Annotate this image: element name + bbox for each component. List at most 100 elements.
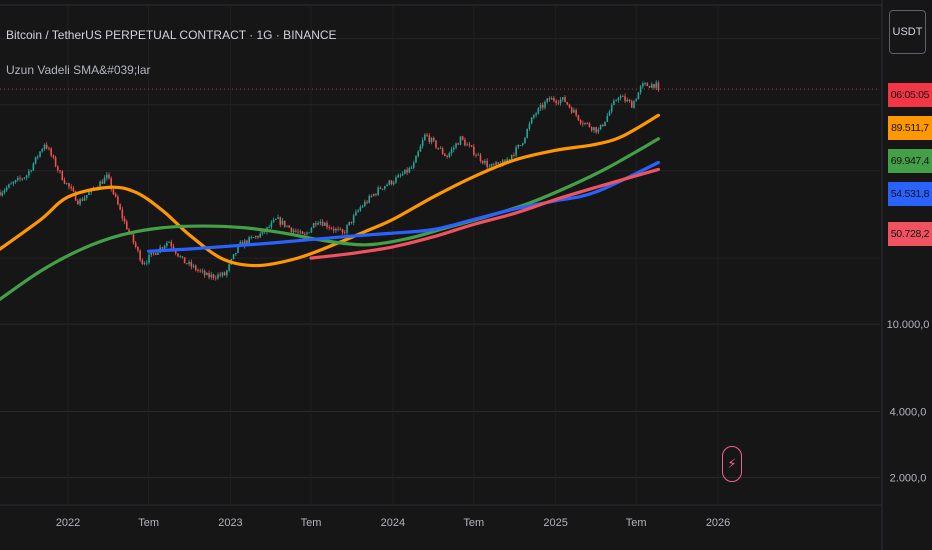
candle-body bbox=[477, 154, 480, 156]
candle-body bbox=[166, 242, 168, 246]
candle-body bbox=[30, 170, 32, 172]
candle-body bbox=[455, 143, 457, 148]
candle-body bbox=[343, 232, 346, 234]
y-tick-label: 2.000,0 bbox=[890, 473, 927, 485]
price-tag-1: 06:05:05 bbox=[888, 83, 932, 107]
candle-body bbox=[595, 127, 597, 133]
candle-body bbox=[630, 101, 633, 108]
currency-button[interactable]: USDT bbox=[889, 10, 926, 54]
candle-body bbox=[152, 252, 155, 254]
candle-body bbox=[259, 233, 262, 238]
candle-body bbox=[34, 156, 37, 164]
candle-body bbox=[181, 256, 184, 258]
candle-body bbox=[392, 182, 395, 185]
candle-body bbox=[246, 240, 248, 244]
candle-body bbox=[212, 274, 215, 278]
candle-body bbox=[564, 97, 566, 103]
candle-body bbox=[25, 175, 28, 178]
candle-body bbox=[141, 260, 144, 265]
candle-body bbox=[366, 201, 368, 203]
candle-body bbox=[357, 210, 359, 212]
candle-body bbox=[283, 220, 286, 227]
candle-body bbox=[70, 186, 72, 189]
candle-body bbox=[332, 228, 335, 231]
candle-body bbox=[386, 184, 388, 187]
candle-body bbox=[108, 174, 110, 179]
candle-body bbox=[553, 98, 555, 101]
candle-body bbox=[604, 121, 606, 126]
candle-body bbox=[513, 155, 515, 156]
candle-body bbox=[323, 222, 326, 226]
candle-body bbox=[352, 215, 355, 223]
candle-body bbox=[248, 237, 250, 244]
candle-body bbox=[381, 188, 384, 190]
candle-body bbox=[19, 177, 21, 179]
candle-body bbox=[399, 175, 402, 177]
candle-body bbox=[137, 247, 139, 251]
candle-body bbox=[452, 147, 455, 150]
candle-body bbox=[326, 222, 328, 228]
candle-body bbox=[424, 134, 426, 141]
candle-body bbox=[203, 270, 206, 276]
candle-body bbox=[261, 230, 264, 234]
candle-body bbox=[475, 154, 477, 156]
candle-body bbox=[650, 84, 653, 88]
candle-body bbox=[183, 257, 186, 264]
candle-body bbox=[239, 241, 242, 245]
candle-body bbox=[339, 229, 342, 231]
candle-body bbox=[379, 187, 382, 189]
candle-body bbox=[657, 82, 660, 91]
symbol-title[interactable]: Bitcoin / TetherUS PERPETUAL CONTRACT · … bbox=[6, 28, 337, 42]
candle-body bbox=[255, 236, 257, 238]
candle-body bbox=[23, 177, 26, 179]
lightning-icon[interactable]: ⚡ bbox=[722, 446, 742, 482]
candle-body bbox=[37, 156, 39, 158]
candle-body bbox=[157, 252, 159, 256]
candle-body bbox=[148, 254, 150, 263]
candle-body bbox=[533, 115, 535, 118]
candle-body bbox=[217, 274, 219, 279]
candle-body bbox=[368, 195, 371, 203]
candle-body bbox=[464, 139, 466, 146]
candle-body bbox=[515, 147, 517, 156]
candle-body bbox=[473, 146, 475, 155]
price-tag-3: 69.947,4 bbox=[888, 149, 932, 173]
candle-body bbox=[154, 253, 157, 256]
x-tick-label: 2023 bbox=[218, 517, 242, 529]
candle-body bbox=[63, 180, 66, 184]
candle-body bbox=[488, 166, 491, 168]
candle-body bbox=[559, 99, 562, 104]
candle-body bbox=[446, 156, 448, 157]
candle-body bbox=[530, 117, 533, 124]
candle-body bbox=[328, 227, 331, 229]
candle-body bbox=[633, 101, 635, 108]
candle-body bbox=[315, 223, 317, 225]
candle-body bbox=[566, 102, 569, 105]
candle-body bbox=[119, 204, 121, 210]
candle-body bbox=[628, 99, 631, 102]
candle-body bbox=[408, 168, 411, 173]
candle-body bbox=[101, 181, 104, 184]
candle-body bbox=[590, 127, 593, 131]
candle-body bbox=[350, 221, 353, 223]
indicator-label[interactable]: Uzun Vadeli SMA&#039;lar bbox=[6, 63, 151, 77]
candle-body bbox=[0, 192, 1, 196]
candle-body bbox=[608, 111, 611, 116]
candle-body bbox=[59, 170, 61, 172]
candle-body bbox=[228, 264, 230, 271]
candle-body bbox=[121, 209, 124, 219]
candle-body bbox=[348, 221, 351, 226]
x-tick-label: 2022 bbox=[56, 517, 80, 529]
candle-body bbox=[41, 149, 44, 152]
candle-body bbox=[653, 84, 655, 88]
candle-body bbox=[370, 195, 373, 197]
candle-body bbox=[32, 163, 35, 171]
candle-body bbox=[346, 225, 348, 233]
candle-body bbox=[597, 129, 600, 133]
candle-body bbox=[110, 178, 113, 190]
candle-body bbox=[77, 200, 79, 205]
candle-body bbox=[74, 191, 77, 201]
candle-body bbox=[517, 145, 520, 148]
x-tick-label: 2026 bbox=[706, 517, 730, 529]
